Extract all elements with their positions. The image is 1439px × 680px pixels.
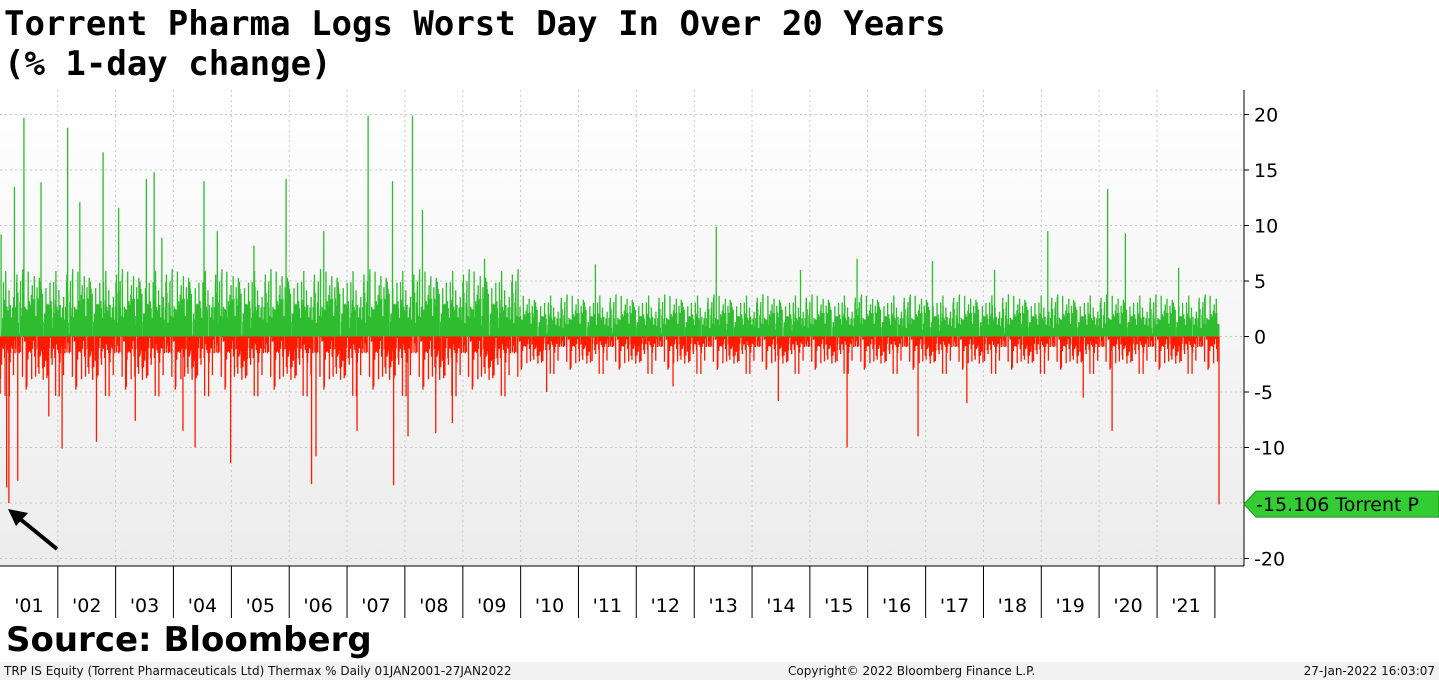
x-tick-label: '19 (1055, 595, 1084, 617)
y-tick-label: 15 (1254, 160, 1278, 182)
series-torrent-positive-bars (0, 115, 1220, 337)
x-tick-label: '11 (593, 595, 622, 617)
x-tick-label: '21 (1171, 595, 1200, 617)
x-tick-label: '07 (361, 595, 390, 617)
y-tick-label: 10 (1254, 216, 1278, 238)
footer-security-info: TRP IS Equity (Torrent Pharmaceuticals L… (4, 664, 512, 678)
x-tick-label: '10 (535, 595, 564, 617)
title-line-1: Torrent Pharma Logs Worst Day In Over 20… (4, 4, 946, 44)
x-tick-label: '13 (708, 595, 737, 617)
y-tick-label: -20 (1254, 549, 1285, 571)
chart-title: Torrent Pharma Logs Worst Day In Over 20… (4, 4, 946, 84)
x-tick-label: '12 (651, 595, 680, 617)
x-tick-label: '03 (130, 595, 159, 617)
y-tick-label: -5 (1254, 382, 1273, 404)
x-tick-label: '08 (419, 595, 448, 617)
chart-area: 20151050-5-10-15-20'01'02'03'04'05'06'07… (0, 90, 1439, 618)
last-value-label: -15.106 Torrent P (1256, 494, 1419, 516)
footer-bar: TRP IS Equity (Torrent Pharmaceuticals L… (0, 662, 1439, 680)
title-line-2: (% 1-day change) (4, 44, 332, 84)
x-tick-label: '09 (477, 595, 506, 617)
y-tick-label: 20 (1254, 105, 1278, 127)
last-value-label-bg (1243, 490, 1439, 518)
x-tick-label: '06 (303, 595, 332, 617)
x-tick-label: '15 (824, 595, 853, 617)
x-tick-label: '17 (940, 595, 969, 617)
x-tick-label: '16 (882, 595, 911, 617)
series-torrent-negative-bars (0, 336, 1220, 505)
footer-timestamp: 27-Jan-2022 16:03:07 (1303, 664, 1435, 678)
x-tick-label: '02 (72, 595, 101, 617)
x-tick-label: '14 (766, 595, 795, 617)
x-tick-label: '20 (1113, 595, 1142, 617)
y-tick-label: -10 (1254, 438, 1285, 460)
x-tick-label: '05 (246, 595, 275, 617)
annotation-arrow-head (8, 509, 28, 526)
x-tick-label: '01 (14, 595, 43, 617)
y-tick-label: 5 (1254, 271, 1266, 293)
x-tick-label: '04 (188, 595, 217, 617)
y-tick-label: 0 (1254, 327, 1266, 349)
source-label: Source: Bloomberg (6, 620, 372, 660)
footer-copyright: Copyright© 2022 Bloomberg Finance L.P. (788, 664, 1036, 678)
x-tick-label: '18 (998, 595, 1027, 617)
